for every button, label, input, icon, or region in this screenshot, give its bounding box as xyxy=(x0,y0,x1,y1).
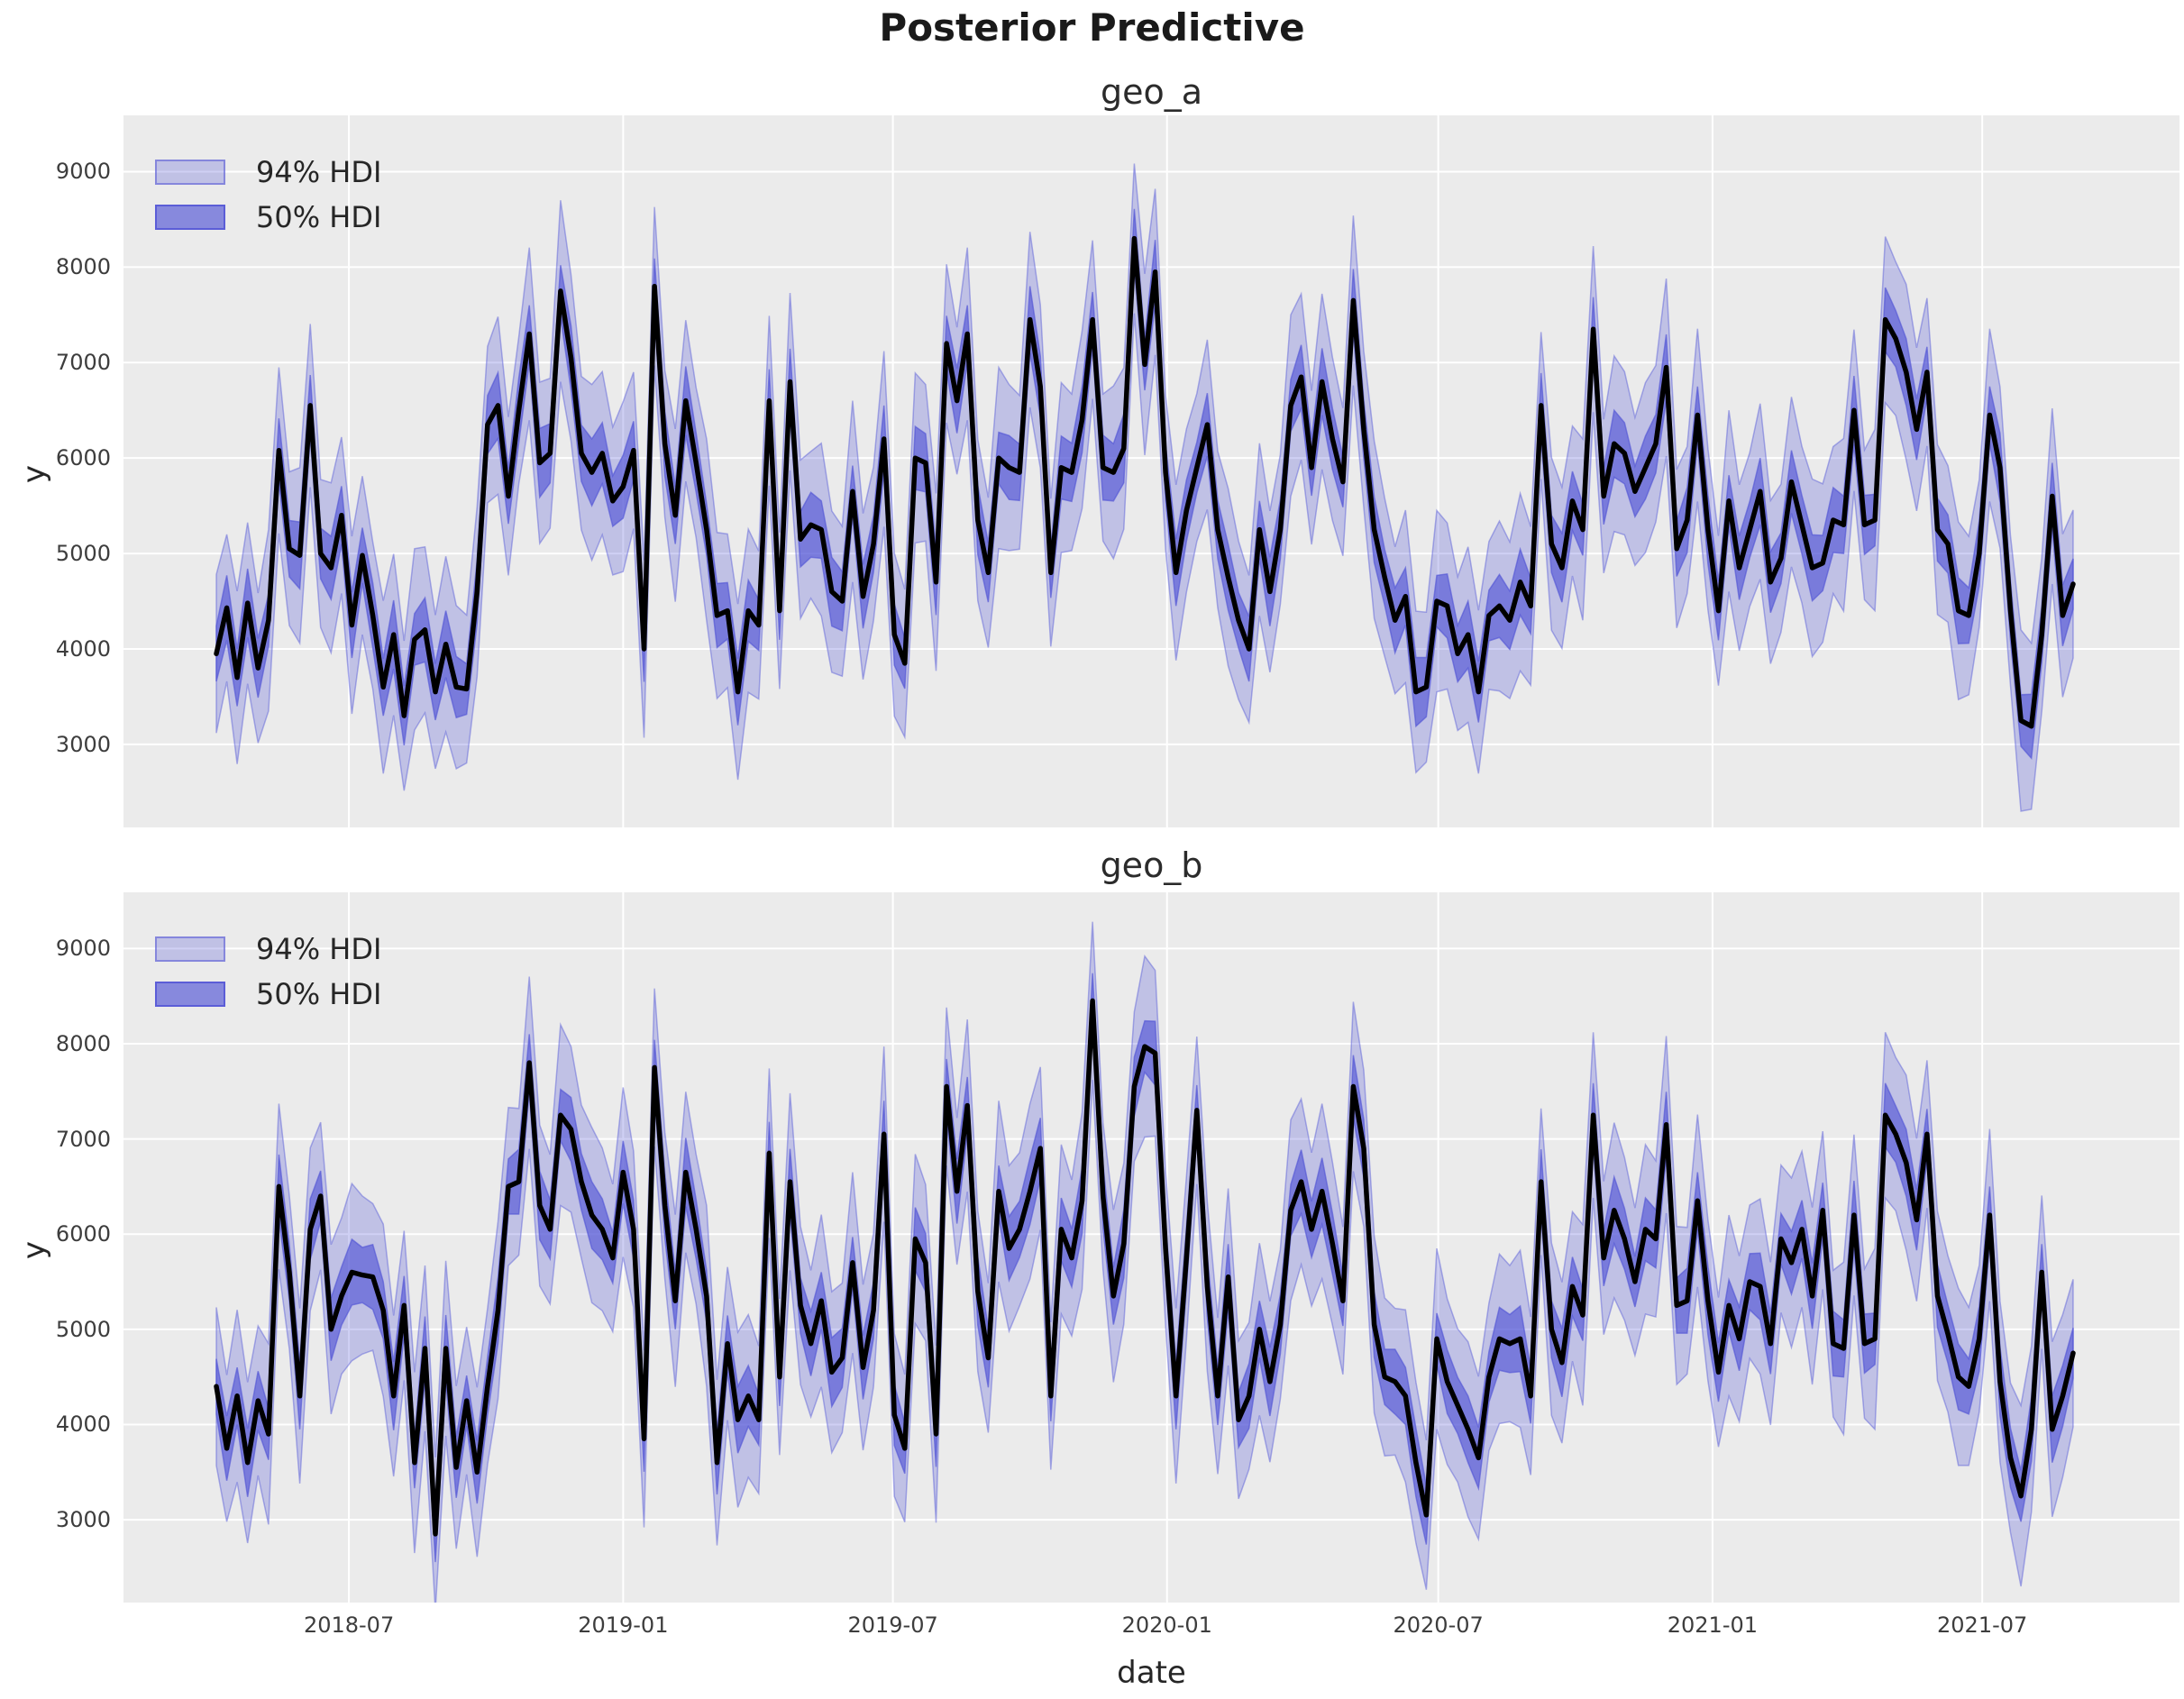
legend-item-94-hdi: 94% HDI xyxy=(155,927,381,972)
figure-title: Posterior Predictive xyxy=(879,5,1305,50)
legend-geo-b: 94% HDI 50% HDI xyxy=(155,927,381,1017)
x-tick-label: 2020-07 xyxy=(1393,1612,1484,1638)
x-tick-label: 2019-07 xyxy=(847,1612,938,1638)
legend-label-50-hdi: 50% HDI xyxy=(256,977,382,1011)
x-tick-label: 2021-07 xyxy=(1937,1612,2028,1638)
hdi50-band xyxy=(215,973,2074,1563)
legend-item-50-hdi: 50% HDI xyxy=(155,972,381,1017)
y-tick-label: 5000 xyxy=(55,1316,111,1342)
y-tick-label: 7000 xyxy=(55,1126,111,1152)
subplot-title-geo-a: geo_a xyxy=(1100,72,1203,112)
legend-item-50-hdi: 50% HDI xyxy=(155,195,381,240)
x-tick-label: 2019-01 xyxy=(578,1612,669,1638)
y-tick-label: 9000 xyxy=(55,159,111,185)
y-tick-label: 5000 xyxy=(55,541,111,567)
axes-geo-b: 94% HDI 50% HDI xyxy=(123,892,2179,1603)
legend-label-94-hdi: 94% HDI xyxy=(256,155,382,189)
x-tick-label: 2021-01 xyxy=(1667,1612,1759,1638)
x-tick-label: 2018-07 xyxy=(303,1612,395,1638)
hdi94-swatch-icon xyxy=(155,936,225,962)
y-tick-label: 4000 xyxy=(55,635,111,662)
subplot-title-geo-b: geo_b xyxy=(1100,845,1203,885)
y-tick-label: 3000 xyxy=(55,1507,111,1533)
legend-item-94-hdi: 94% HDI xyxy=(155,150,381,195)
x-tick-label: 2020-01 xyxy=(1121,1612,1212,1638)
geo-a-plot-canvas xyxy=(123,115,2179,827)
y-tick-label: 7000 xyxy=(55,350,111,376)
geo-b-plot-canvas xyxy=(123,892,2179,1603)
y-tick-label: 3000 xyxy=(55,731,111,757)
y-tick-label: 6000 xyxy=(55,1221,111,1247)
legend-geo-a: 94% HDI 50% HDI xyxy=(155,150,381,240)
hdi50-swatch-icon xyxy=(155,982,225,1007)
mean-line xyxy=(214,998,2076,1537)
y-tick-label: 8000 xyxy=(55,254,111,280)
hdi94-swatch-icon xyxy=(155,160,225,185)
hdi50-swatch-icon xyxy=(155,205,225,230)
x-axis-label: date xyxy=(1117,1655,1186,1691)
legend-label-94-hdi: 94% HDI xyxy=(256,932,382,966)
y-tick-label: 8000 xyxy=(55,1030,111,1056)
y-tick-label: 4000 xyxy=(55,1411,111,1438)
y-tick-label: 9000 xyxy=(55,936,111,962)
axes-geo-a: 94% HDI 50% HDI xyxy=(123,115,2179,827)
mean-line xyxy=(214,235,2076,729)
legend-label-50-hdi: 50% HDI xyxy=(256,200,382,234)
y-tick-label: 6000 xyxy=(55,445,111,471)
